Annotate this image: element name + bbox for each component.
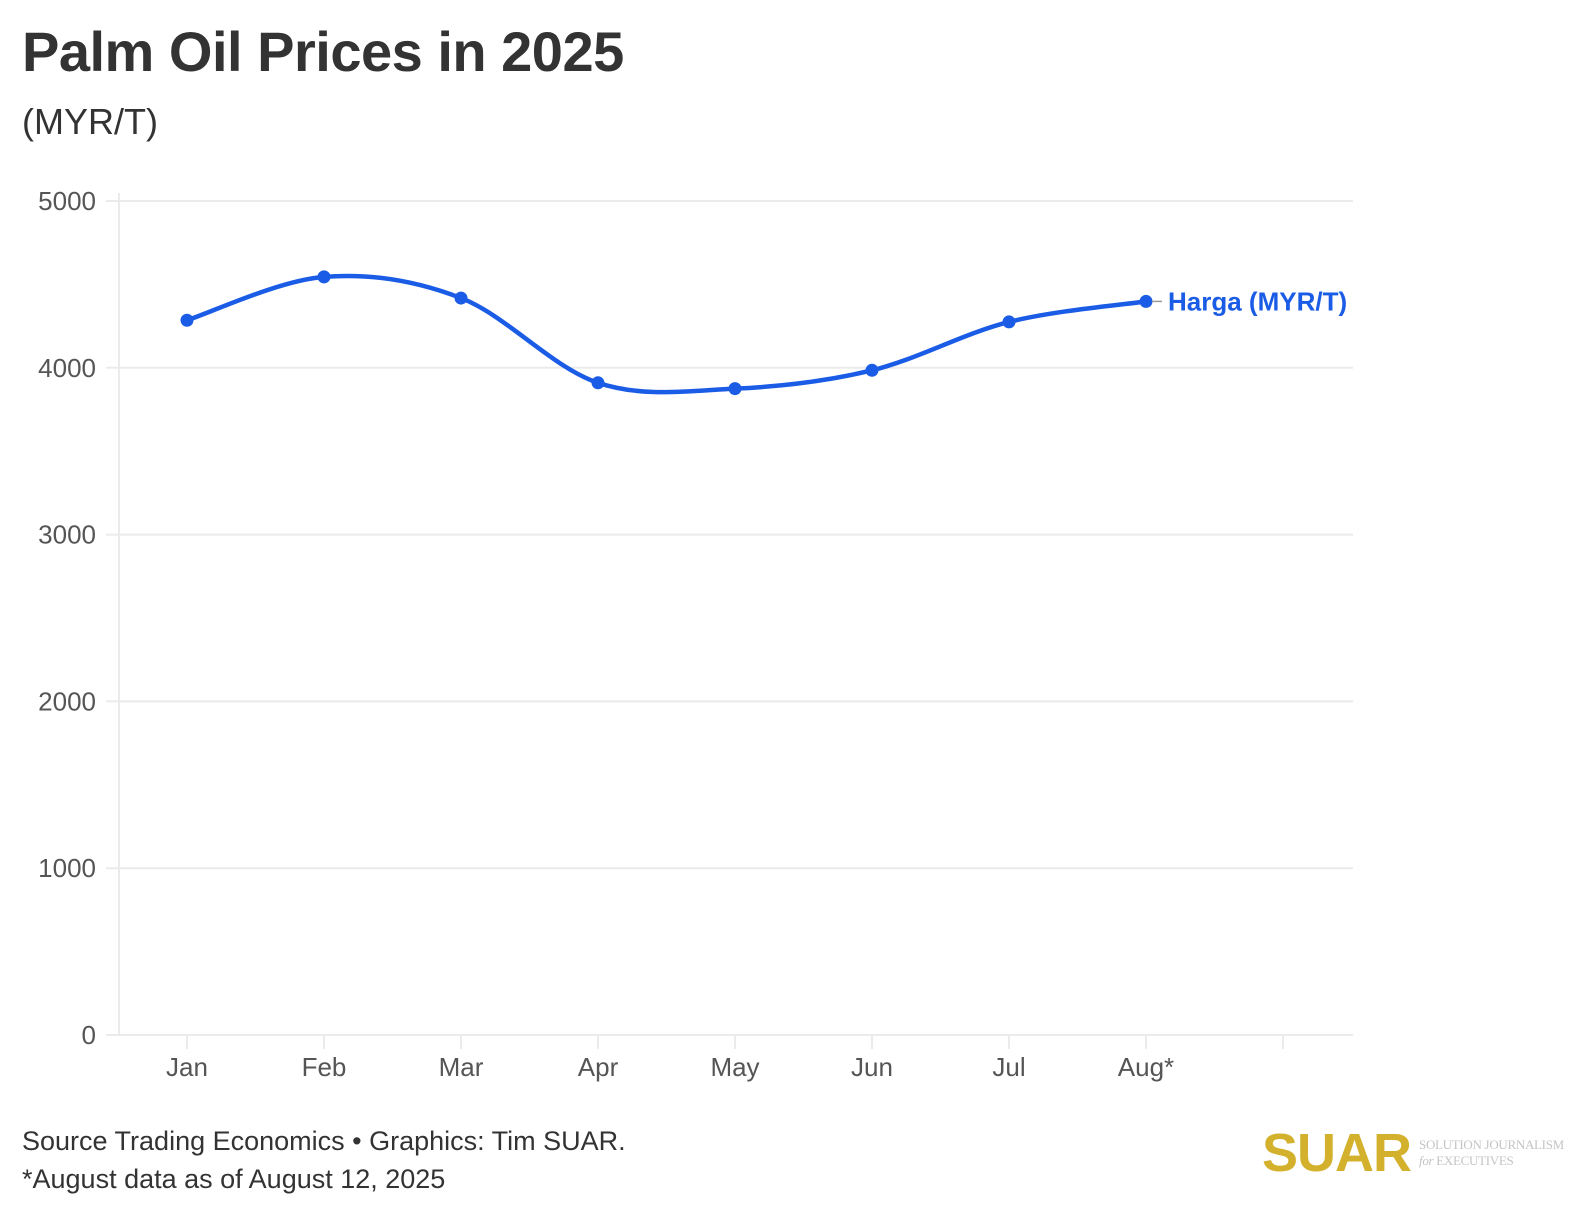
data-point	[454, 291, 468, 305]
gridlines	[106, 200, 1353, 870]
logo-tagline: SOLUTION JOURNALISM for EXECUTIVES	[1419, 1137, 1564, 1169]
series-line	[184, 273, 1149, 395]
data-point	[865, 363, 879, 377]
chart-title: Palm Oil Prices in 2025	[22, 20, 624, 83]
series-end-label: Harga (MYR/T)	[1168, 286, 1347, 316]
logo-tagline-for: for	[1419, 1153, 1434, 1168]
logo-wordmark: SUAR	[1262, 1123, 1412, 1183]
axes	[106, 193, 1353, 1036]
x-tick-label: Jan	[166, 1052, 208, 1082]
y-tick-label: 3000	[38, 520, 96, 550]
data-point	[317, 270, 331, 284]
series-labels: Harga (MYR/T)	[1152, 286, 1347, 316]
chart-subtitle: (MYR/T)	[22, 101, 158, 142]
y-tick-label: 5000	[38, 186, 96, 216]
y-tick-label: 0	[82, 1020, 96, 1050]
x-tick-label: Jul	[992, 1052, 1025, 1082]
x-tick-label: Mar	[439, 1052, 484, 1082]
data-point	[1139, 294, 1153, 308]
logo-tagline-bottom: EXECUTIVES	[1436, 1153, 1514, 1168]
data-point	[180, 313, 194, 327]
x-tick-label: Aug*	[1118, 1052, 1174, 1082]
y-tick-label: 2000	[38, 686, 96, 716]
data-point	[728, 382, 742, 396]
data-point	[1002, 315, 1016, 329]
data-point	[591, 376, 605, 390]
x-tick-label: Feb	[302, 1052, 347, 1082]
x-tick-label: Jun	[851, 1052, 893, 1082]
y-tick-label: 4000	[38, 353, 96, 383]
footnote: *August data as of August 12, 2025	[22, 1164, 446, 1194]
x-tick-label: Apr	[578, 1052, 619, 1082]
y-axis-ticks: 0 1000 2000 3000 4000 5000	[38, 186, 96, 1050]
series-layer	[180, 270, 1153, 396]
suar-logo: SUAR SOLUTION JOURNALISM for EXECUTIVES	[1262, 1126, 1564, 1180]
x-axis-ticks: Jan Feb Mar Apr May Jun Jul Aug*	[166, 1035, 1284, 1082]
source-credit: Source Trading Economics • Graphics: Tim…	[22, 1126, 626, 1156]
x-tick-label: May	[710, 1052, 759, 1082]
y-tick-label: 1000	[38, 853, 96, 883]
logo-tagline-top: SOLUTION JOURNALISM	[1419, 1137, 1564, 1152]
chart-footer: Source Trading Economics • Graphics: Tim…	[22, 1122, 626, 1198]
